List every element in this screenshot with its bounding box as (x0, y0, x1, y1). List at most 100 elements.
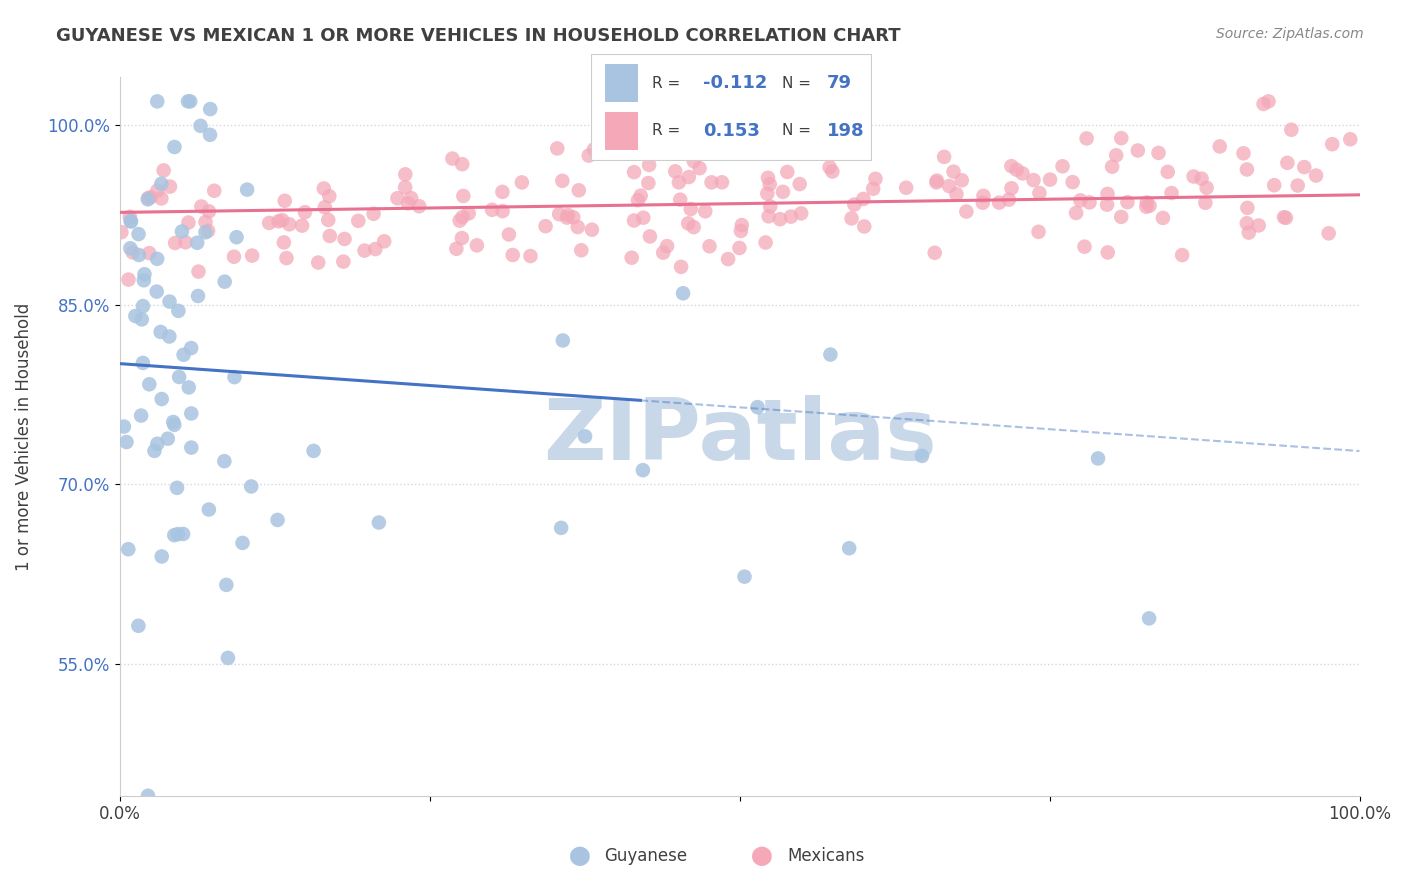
Point (510, 176, 533, 190)
Point (669, 193, 692, 207)
Point (1139, 199, 1161, 213)
Point (623, 165, 645, 179)
Point (731, 218, 754, 232)
Point (240, 249, 263, 263)
Point (217, 651, 239, 665)
Point (502, 248, 524, 262)
Point (942, 164, 965, 178)
Point (574, 429, 596, 443)
Point (1275, 211, 1298, 225)
Point (274, 194, 297, 208)
Point (200, 102, 222, 116)
Point (146, 252, 169, 266)
Point (1257, 95, 1279, 109)
Point (756, 186, 779, 201)
Point (231, 536, 253, 550)
Point (755, 235, 778, 250)
Point (1109, 131, 1132, 145)
Point (664, 164, 686, 178)
Point (551, 334, 574, 348)
Point (224, 370, 246, 384)
Text: Mexicans: Mexicans (787, 847, 865, 865)
Point (1236, 216, 1258, 230)
Y-axis label: 1 or more Vehicles in Household: 1 or more Vehicles in Household (15, 302, 32, 571)
Point (152, 163, 174, 178)
Point (925, 173, 948, 187)
Point (267, 214, 290, 228)
Text: ⬤: ⬤ (751, 847, 773, 866)
Point (302, 443, 325, 458)
Point (633, 211, 655, 225)
Point (273, 235, 295, 250)
Point (1062, 175, 1084, 189)
Point (1022, 173, 1045, 187)
Point (134, 267, 156, 281)
Point (950, 173, 973, 187)
Point (1209, 139, 1232, 153)
Point (638, 229, 661, 244)
Point (307, 255, 329, 269)
Point (534, 219, 557, 234)
Point (637, 176, 659, 190)
Text: N =: N = (782, 76, 815, 91)
Point (1105, 148, 1128, 162)
Point (194, 215, 217, 229)
Point (1339, 132, 1361, 146)
Text: 0.153: 0.153 (703, 121, 759, 139)
Point (1097, 245, 1119, 260)
Point (451, 210, 474, 224)
Point (128, 227, 150, 241)
Point (157, 329, 180, 343)
Point (146, 437, 169, 451)
Point (582, 143, 605, 157)
Point (551, 174, 574, 188)
Point (818, 161, 841, 175)
Point (676, 216, 699, 230)
Point (166, 527, 188, 541)
Point (896, 180, 918, 194)
Point (278, 217, 301, 231)
Point (177, 95, 200, 109)
Point (790, 206, 813, 220)
Point (1028, 225, 1050, 239)
Point (1152, 211, 1174, 225)
Point (1171, 248, 1194, 262)
Point (312, 181, 335, 195)
Point (225, 230, 247, 244)
Point (548, 207, 571, 221)
Point (911, 449, 934, 463)
Point (655, 239, 678, 253)
Point (396, 196, 419, 211)
Point (117, 542, 139, 557)
Point (1157, 165, 1180, 179)
Point (852, 192, 875, 206)
Point (121, 245, 143, 260)
Point (841, 211, 863, 226)
Point (695, 204, 717, 219)
Point (1236, 201, 1258, 215)
Point (136, 789, 159, 803)
Point (1011, 166, 1033, 180)
Point (202, 184, 225, 198)
Point (669, 260, 692, 274)
Point (441, 152, 464, 166)
Point (519, 249, 541, 263)
Point (700, 175, 723, 189)
Point (1253, 97, 1275, 112)
Point (117, 272, 139, 286)
Point (451, 157, 474, 171)
Point (150, 191, 173, 205)
Point (1317, 227, 1340, 241)
Point (266, 513, 288, 527)
Point (1286, 178, 1309, 193)
Point (353, 244, 375, 258)
Point (138, 377, 160, 392)
Point (1005, 162, 1028, 177)
Point (1182, 169, 1205, 184)
Point (150, 392, 173, 406)
Point (190, 199, 212, 213)
Text: 198: 198 (827, 121, 865, 139)
Point (174, 235, 197, 250)
Point (853, 219, 876, 234)
Point (844, 197, 866, 211)
